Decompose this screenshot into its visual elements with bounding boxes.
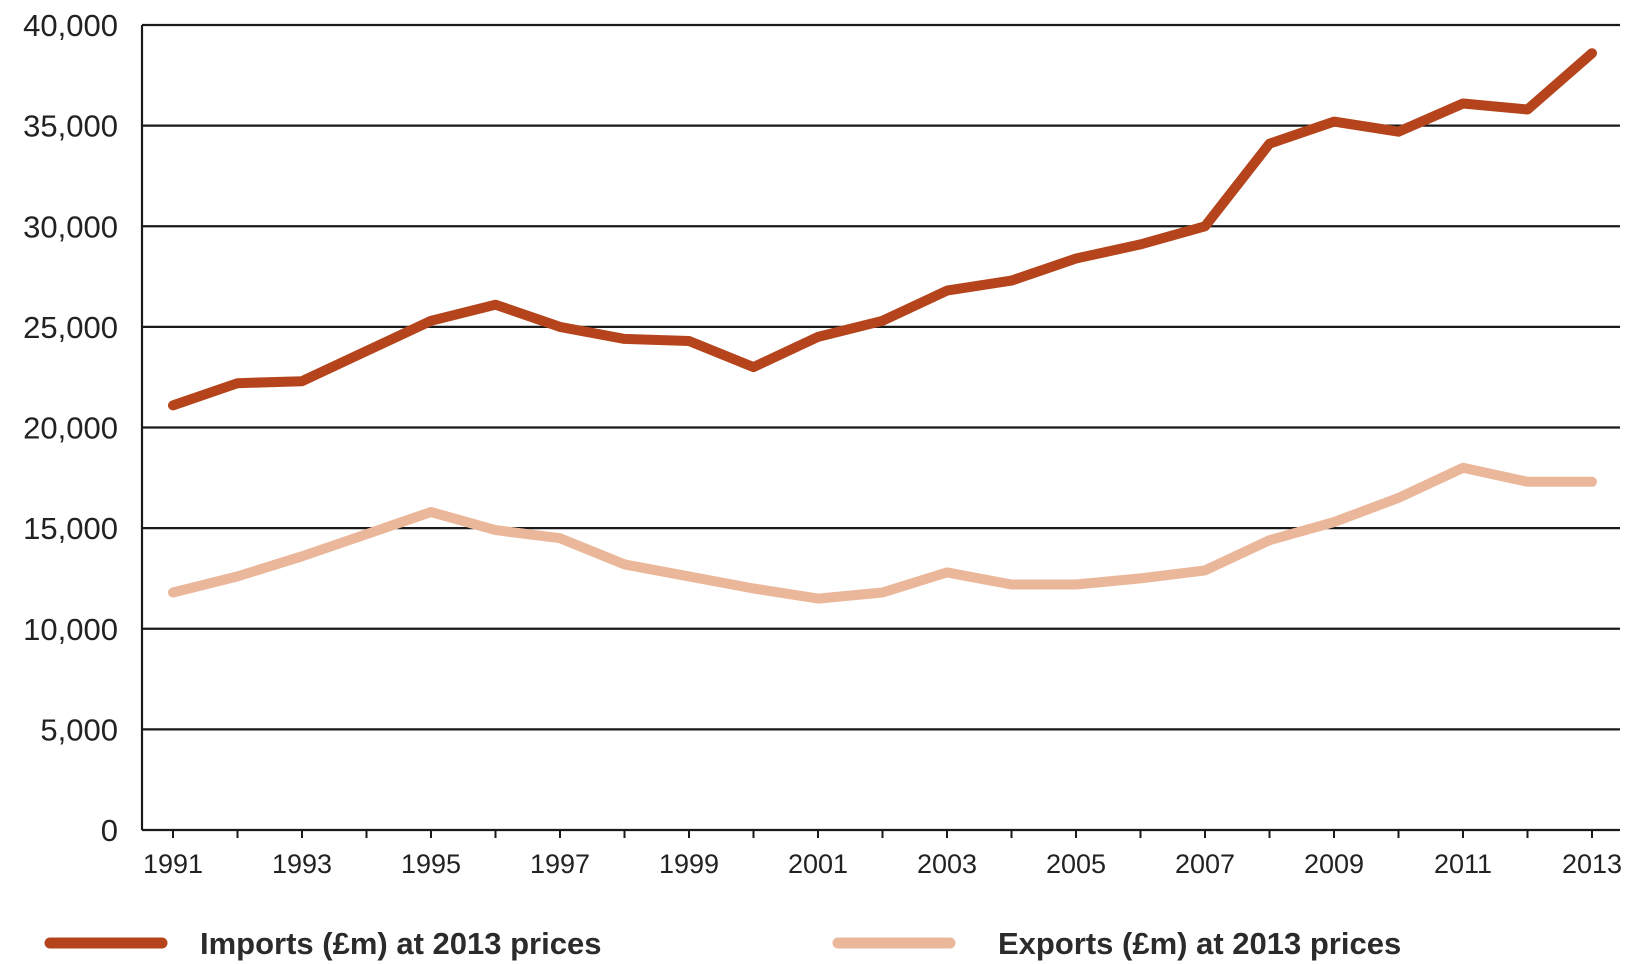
data-point-imports	[362, 346, 371, 356]
data-point-exports	[878, 588, 887, 597]
legend: Imports (£m) at 2013 prices Exports (£m)…	[44, 926, 1401, 961]
data-point-exports	[1329, 517, 1339, 527]
data-point-exports	[491, 525, 500, 535]
data-point-exports	[749, 584, 758, 593]
data-point-exports	[1007, 580, 1016, 589]
y-tick-label: 35,000	[23, 109, 118, 144]
legend-label-exports: Exports (£m) at 2013 prices	[998, 926, 1401, 961]
x-tick-label: 2007	[1175, 849, 1235, 879]
x-tick-label: 2001	[788, 849, 848, 879]
x-tick-label: 1991	[143, 849, 203, 879]
x-tick-label: 2005	[1046, 849, 1106, 879]
y-tick-label: 15,000	[23, 511, 118, 546]
x-axis-tick-labels: 1991 1993 1995 1997 1999 2001 2003 2005 2007 2009…	[143, 849, 1622, 879]
data-point-imports	[684, 336, 694, 346]
data-point-imports	[813, 332, 823, 342]
x-tick-label: 2009	[1304, 849, 1364, 879]
data-point-imports	[1458, 99, 1468, 108]
x-tick-label: 1999	[659, 849, 719, 879]
x-tick-label: 1997	[530, 849, 590, 879]
data-point-imports	[168, 400, 178, 410]
x-tick-label: 2013	[1562, 849, 1622, 879]
legend-item-exports: Exports (£m) at 2013 prices	[832, 926, 1401, 961]
data-point-imports	[297, 376, 307, 386]
y-axis-tick-labels: 0 5,000 10,000 15,000 20,000 25,000 30,000 35,0…	[23, 8, 118, 848]
y-tick-label: 5,000	[40, 712, 118, 747]
data-point-imports	[1136, 239, 1145, 249]
data-point-imports	[942, 286, 952, 296]
data-point-exports	[1071, 580, 1081, 589]
series-line-exports	[168, 462, 1597, 604]
y-tick-label: 20,000	[23, 411, 118, 446]
data-point-exports	[426, 507, 436, 517]
x-tick-label: 2003	[917, 849, 977, 879]
data-point-exports	[1265, 535, 1274, 545]
y-tick-label: 40,000	[23, 8, 118, 43]
legend-label-imports: Imports (£m) at 2013 prices	[200, 926, 601, 961]
data-point-exports	[555, 533, 565, 543]
data-point-exports	[1587, 477, 1597, 487]
data-point-exports	[942, 567, 952, 577]
data-point-imports	[491, 300, 500, 310]
y-tick-label: 30,000	[23, 209, 118, 244]
data-point-imports	[1071, 254, 1081, 263]
legend-item-imports: Imports (£m) at 2013 prices	[44, 926, 601, 961]
series-line-imports	[168, 48, 1597, 411]
data-point-exports	[813, 594, 823, 604]
x-tick-label: 1995	[401, 849, 461, 879]
data-point-imports	[555, 322, 565, 332]
data-point-exports	[1523, 477, 1532, 487]
data-point-exports	[1394, 493, 1403, 503]
axes	[140, 25, 1620, 838]
data-point-exports	[1200, 565, 1210, 575]
x-tick-label: 1993	[272, 849, 332, 879]
data-point-exports	[1458, 463, 1468, 473]
data-point-exports	[620, 559, 629, 569]
data-point-imports	[1329, 117, 1339, 127]
data-point-imports	[233, 378, 242, 388]
data-point-imports	[1200, 221, 1210, 231]
series-lines	[168, 48, 1597, 604]
y-tick-label: 10,000	[23, 612, 118, 647]
data-point-imports	[1265, 139, 1274, 149]
data-point-exports	[684, 571, 694, 581]
data-point-exports	[297, 551, 307, 561]
data-point-exports	[1136, 573, 1145, 583]
y-tick-label: 0	[101, 813, 118, 848]
data-point-imports	[1394, 127, 1403, 137]
y-tick-label: 25,000	[23, 310, 118, 345]
data-point-exports	[233, 571, 242, 581]
data-point-imports	[426, 316, 436, 326]
data-point-imports	[1007, 276, 1016, 286]
data-point-imports	[878, 316, 887, 326]
data-point-imports	[749, 362, 758, 372]
data-point-exports	[362, 529, 371, 539]
x-tick-label: 2011	[1434, 849, 1492, 879]
data-point-imports	[1523, 105, 1532, 114]
data-point-exports	[168, 588, 178, 597]
data-point-imports	[1587, 48, 1597, 58]
data-point-imports	[620, 334, 629, 344]
